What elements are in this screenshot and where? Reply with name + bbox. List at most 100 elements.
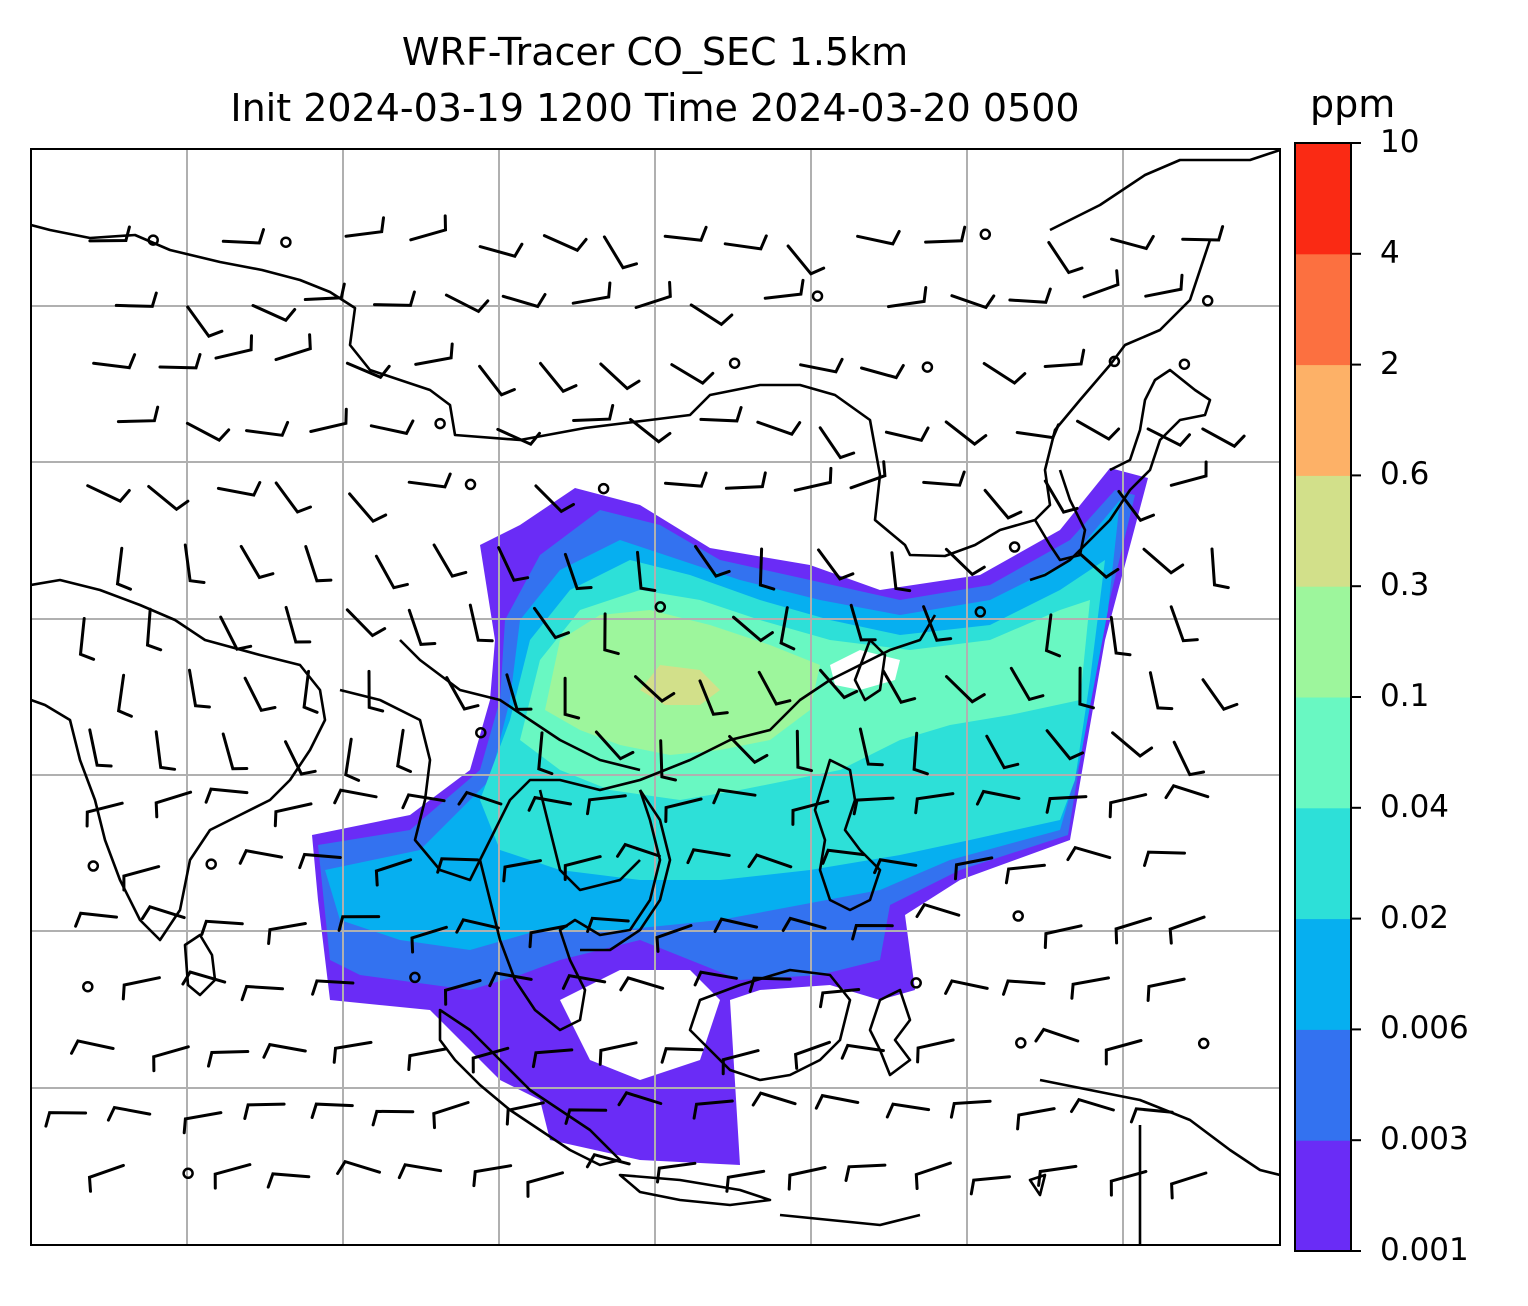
- wind-barb: [840, 1043, 885, 1060]
- wind-barb: [116, 405, 160, 424]
- wind-barb: [537, 731, 554, 776]
- wind-barb: [851, 923, 894, 941]
- wind-calm-circle: [1008, 541, 1021, 553]
- wind-barb: [858, 727, 884, 767]
- wind-calm-circle: [1178, 358, 1191, 370]
- wind-barb: [1169, 460, 1208, 487]
- wind-barb: [791, 799, 830, 826]
- wind-calm-circle: [82, 980, 94, 993]
- wind-barb: [655, 924, 693, 953]
- wind-barb: [374, 858, 413, 887]
- wind-barb: [852, 796, 895, 816]
- wind-barb: [844, 1163, 887, 1182]
- wind-barb: [436, 857, 480, 874]
- wind-barb: [689, 303, 734, 327]
- wind-barb: [692, 1099, 734, 1120]
- map-title-line2: Init 2024-03-19 1200 Time 2024-03-20 050…: [230, 86, 1080, 130]
- wind-barb: [88, 728, 113, 768]
- wind-barb: [664, 797, 703, 823]
- wind-barb: [634, 280, 672, 309]
- wind-barb: [262, 1042, 307, 1059]
- wind-barb: [914, 792, 955, 815]
- wind-barb: [885, 1102, 931, 1119]
- wind-barb: [116, 673, 133, 718]
- wind-barb: [311, 979, 355, 996]
- wind-barb: [694, 545, 731, 578]
- wind-barb: [140, 905, 186, 921]
- wind-barb: [795, 729, 813, 773]
- wind-barb: [444, 293, 490, 314]
- wind-barb: [472, 1164, 513, 1188]
- wind-barb: [849, 603, 877, 642]
- wind-barb: [539, 361, 578, 394]
- wind-barb: [723, 234, 768, 251]
- wind-barb: [526, 1171, 564, 1198]
- wind-barb: [799, 357, 844, 374]
- wind-calm-circle: [1197, 1037, 1210, 1050]
- wind-barb: [617, 1091, 663, 1107]
- wind-barb: [70, 1039, 115, 1055]
- wind-barb: [821, 848, 866, 865]
- wind-barb: [817, 548, 855, 581]
- wind-barb: [1210, 547, 1230, 590]
- wind-barb: [496, 427, 541, 447]
- wind-barb: [598, 1041, 638, 1066]
- wind-barb: [468, 603, 494, 643]
- wind-barb: [309, 407, 348, 433]
- wind-barb: [478, 242, 524, 258]
- coastline-java: [618, 1173, 772, 1207]
- wind-barb: [337, 915, 381, 932]
- tracer-gap: [350, 1030, 440, 1090]
- coastline-asia-north: [31, 223, 1212, 558]
- wind-barb: [158, 353, 202, 370]
- wind-barb: [1045, 729, 1085, 761]
- wind-barb: [698, 679, 729, 716]
- wind-barb: [414, 342, 454, 366]
- wind-barb: [912, 731, 929, 776]
- wind-barb: [950, 294, 996, 310]
- wind-barb: [1043, 348, 1086, 368]
- wind-barb: [333, 788, 378, 805]
- coastline-new-guinea: [1039, 1078, 1280, 1177]
- wind-barb: [881, 669, 917, 704]
- wind-barb: [267, 922, 307, 945]
- wind-barb: [1077, 551, 1120, 579]
- wind-barb: [954, 856, 994, 881]
- wind-barb: [121, 976, 161, 1001]
- colorbar-segment: [1295, 807, 1351, 920]
- wind-calm-circle: [182, 1167, 194, 1180]
- wind-barb: [1168, 915, 1206, 945]
- wind-barb: [751, 1091, 797, 1107]
- wind-barb: [686, 848, 731, 865]
- wind-barb: [1034, 1027, 1080, 1043]
- wind-barb: [154, 790, 193, 819]
- wind-barb: [571, 281, 612, 305]
- colorbar-tick-label: 0.6: [1380, 456, 1430, 493]
- wind-barb: [944, 979, 989, 995]
- wind-barb: [1008, 287, 1052, 304]
- wind-barb: [122, 865, 161, 892]
- wind-barb: [407, 608, 437, 646]
- wind-barb: [345, 361, 391, 380]
- wind-barb: [106, 1105, 152, 1122]
- wind-barb: [1110, 234, 1155, 251]
- wind-barb: [1117, 490, 1155, 523]
- colorbar-tick-label: 0.3: [1380, 567, 1430, 604]
- wind-barb: [332, 1040, 373, 1064]
- wind-barb: [786, 244, 826, 276]
- wind-barb: [1078, 666, 1095, 710]
- wind-barb: [240, 984, 284, 1002]
- wind-barb: [409, 214, 448, 242]
- wind-barb: [410, 925, 448, 954]
- wind-barb: [432, 1101, 470, 1130]
- wind-barb: [732, 615, 774, 643]
- colorbar-tick-label: 0.003: [1380, 1121, 1469, 1158]
- wind-calm-circle: [464, 478, 477, 491]
- wind-barb: [443, 979, 482, 1006]
- wind-calm-circle: [1015, 1037, 1027, 1049]
- wind-barb: [983, 488, 1023, 520]
- wind-barb: [251, 304, 297, 323]
- wind-barb: [145, 607, 163, 652]
- wind-barb: [92, 353, 137, 370]
- coastline-se-asia: [339, 614, 937, 882]
